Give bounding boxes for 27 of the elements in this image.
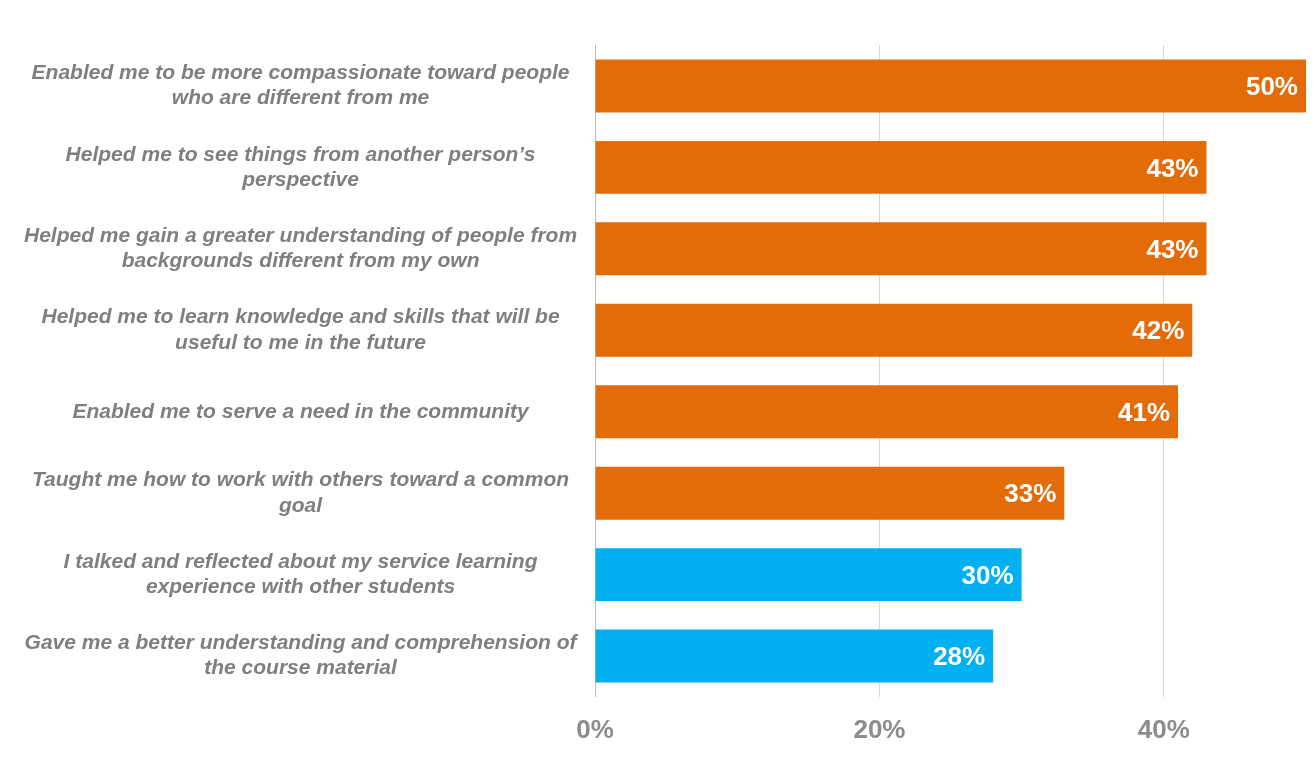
y-tick-label: Gave me a better understanding and comprehension of the course material [24,630,579,679]
data-label: 30% [961,559,1014,590]
y-tick-label: Taught me how to work with others toward a common goal [32,467,570,516]
bar [595,629,994,683]
bar [595,140,1207,194]
data-label: 28% [933,641,986,672]
bar [595,59,1306,113]
data-label: 50% [1245,71,1298,102]
bar [595,303,1193,357]
x-tick-label: 0% [576,713,614,744]
bar [595,222,1207,276]
bar [595,548,1022,602]
data-label: 43% [1146,152,1199,183]
y-tick-label: Helped me gain a greater understanding of people from backgrounds different from my own [24,223,578,272]
y-tick-label: Helped me to see things from another person’s perspective [65,141,536,190]
data-label: 43% [1146,234,1199,264]
y-tick-label: Helped me to learn knowledge and skills that will be useful to me in the future [41,304,560,353]
x-tick-label: 40% [1137,713,1190,744]
data-label: 33% [1004,478,1057,509]
data-label: 41% [1117,396,1171,427]
x-tick-label: 20% [853,713,906,744]
y-tick-label: Enabled me to be more compassionate toward people who are different from me [31,60,570,109]
y-tick-label: Enabled me to serve a need in the community [72,398,530,422]
y-tick-label: I talked and reflected about my service learning experience with other students [63,548,538,598]
bar [595,466,1065,520]
bar [595,385,1179,439]
data-label: 42% [1132,315,1185,346]
